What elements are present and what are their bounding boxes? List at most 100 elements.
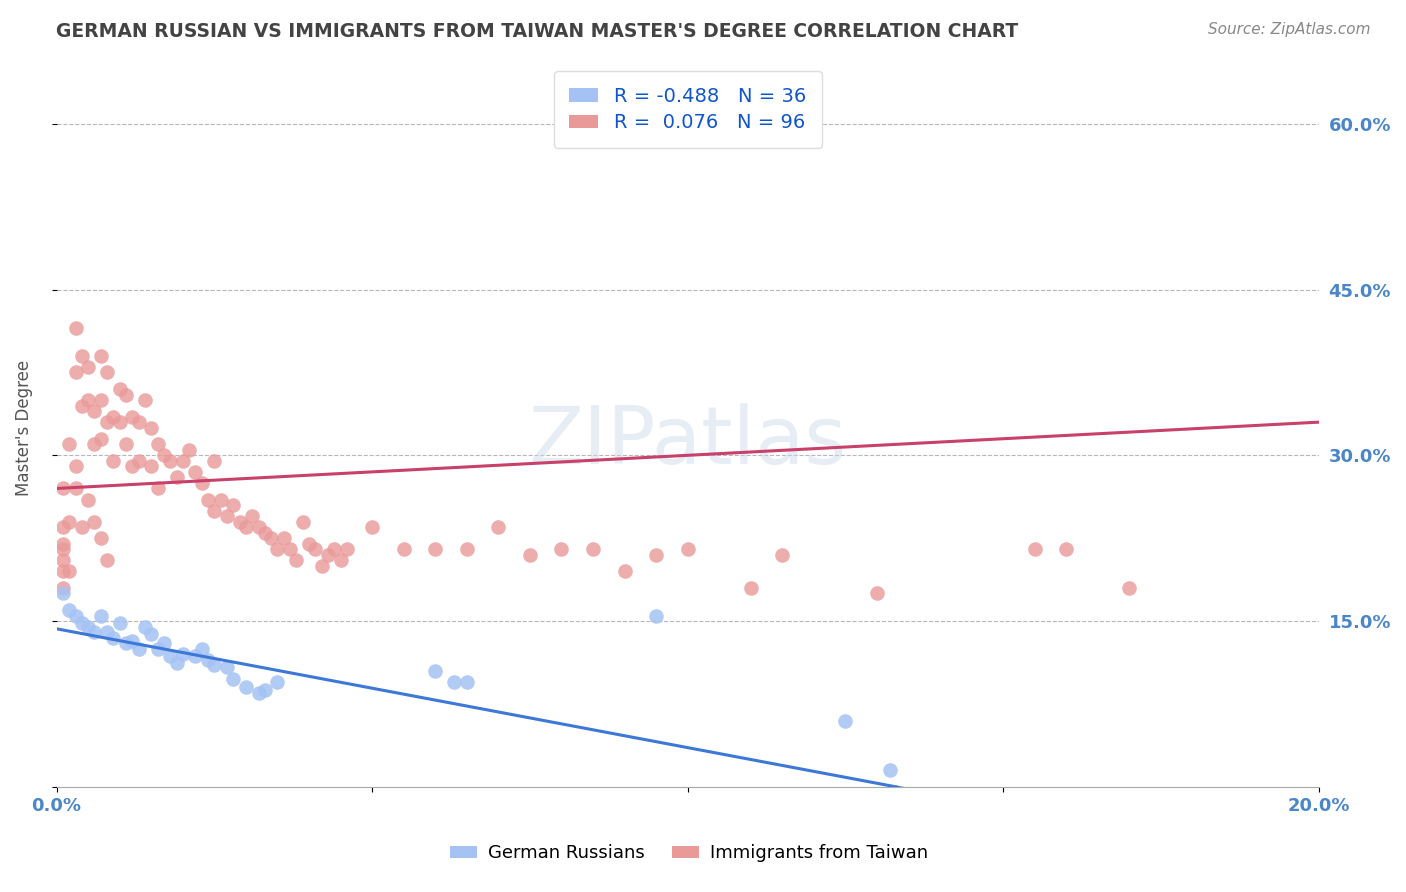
Point: [311, 558, 333, 573]
Y-axis label: Master's Degree: Master's Degree: [15, 359, 32, 496]
Point: [253, 682, 276, 697]
Point: [70, 399, 93, 413]
Point: [184, 649, 207, 664]
Point: [456, 674, 478, 689]
Point: [278, 542, 301, 557]
Point: [90, 608, 112, 623]
Point: [128, 641, 150, 656]
Point: [58, 515, 80, 529]
Point: [115, 437, 138, 451]
Point: [443, 674, 465, 689]
Point: [52, 586, 75, 600]
Point: [197, 492, 219, 507]
Point: [323, 542, 346, 557]
Point: [96, 415, 118, 429]
Point: [128, 454, 150, 468]
Point: [291, 515, 314, 529]
Point: [134, 619, 156, 633]
Point: [90, 392, 112, 407]
Point: [304, 542, 326, 557]
Point: [582, 542, 605, 557]
Point: [172, 647, 194, 661]
Point: [676, 542, 699, 557]
Point: [770, 548, 793, 562]
Point: [96, 366, 118, 380]
Point: [83, 404, 105, 418]
Point: [184, 465, 207, 479]
Point: [316, 548, 339, 562]
Point: [141, 420, 163, 434]
Point: [121, 459, 143, 474]
Text: Source: ZipAtlas.com: Source: ZipAtlas.com: [1208, 22, 1371, 37]
Point: [108, 382, 131, 396]
Point: [235, 520, 257, 534]
Point: [153, 448, 176, 462]
Point: [121, 634, 143, 648]
Point: [83, 437, 105, 451]
Point: [77, 619, 100, 633]
Point: [166, 470, 188, 484]
Point: [70, 616, 93, 631]
Point: [202, 503, 225, 517]
Point: [153, 636, 176, 650]
Point: [90, 432, 112, 446]
Point: [146, 482, 169, 496]
Point: [613, 565, 636, 579]
Point: [108, 616, 131, 631]
Point: [486, 520, 509, 534]
Point: [96, 625, 118, 640]
Point: [96, 553, 118, 567]
Point: [253, 525, 276, 540]
Point: [172, 454, 194, 468]
Text: GERMAN RUSSIAN VS IMMIGRANTS FROM TAIWAN MASTER'S DEGREE CORRELATION CHART: GERMAN RUSSIAN VS IMMIGRANTS FROM TAIWAN…: [56, 22, 1018, 41]
Point: [65, 321, 87, 335]
Point: [879, 764, 901, 778]
Point: [159, 649, 181, 664]
Point: [65, 608, 87, 623]
Point: [52, 520, 75, 534]
Point: [266, 674, 288, 689]
Point: [77, 359, 100, 374]
Point: [392, 542, 415, 557]
Point: [329, 553, 352, 567]
Point: [108, 415, 131, 429]
Point: [58, 565, 80, 579]
Point: [202, 658, 225, 673]
Point: [77, 392, 100, 407]
Point: [222, 498, 245, 512]
Point: [65, 482, 87, 496]
Legend: German Russians, Immigrants from Taiwan: German Russians, Immigrants from Taiwan: [443, 838, 935, 870]
Point: [645, 608, 668, 623]
Point: [103, 631, 125, 645]
Point: [425, 664, 447, 678]
Point: [58, 437, 80, 451]
Point: [166, 656, 188, 670]
Point: [285, 553, 308, 567]
Point: [90, 349, 112, 363]
Point: [52, 553, 75, 567]
Point: [103, 454, 125, 468]
Point: [70, 520, 93, 534]
Point: [866, 586, 889, 600]
Point: [115, 636, 138, 650]
Point: [273, 531, 295, 545]
Point: [425, 542, 447, 557]
Point: [1024, 542, 1046, 557]
Point: [58, 603, 80, 617]
Point: [128, 415, 150, 429]
Point: [209, 492, 232, 507]
Point: [90, 531, 112, 545]
Point: [215, 509, 238, 524]
Point: [146, 437, 169, 451]
Point: [361, 520, 384, 534]
Point: [247, 686, 270, 700]
Point: [52, 581, 75, 595]
Point: [141, 459, 163, 474]
Point: [740, 581, 762, 595]
Point: [77, 492, 100, 507]
Legend: R = -0.488   N = 36, R =  0.076   N = 96: R = -0.488 N = 36, R = 0.076 N = 96: [554, 71, 821, 148]
Point: [52, 542, 75, 557]
Point: [336, 542, 359, 557]
Point: [550, 542, 572, 557]
Point: [456, 542, 478, 557]
